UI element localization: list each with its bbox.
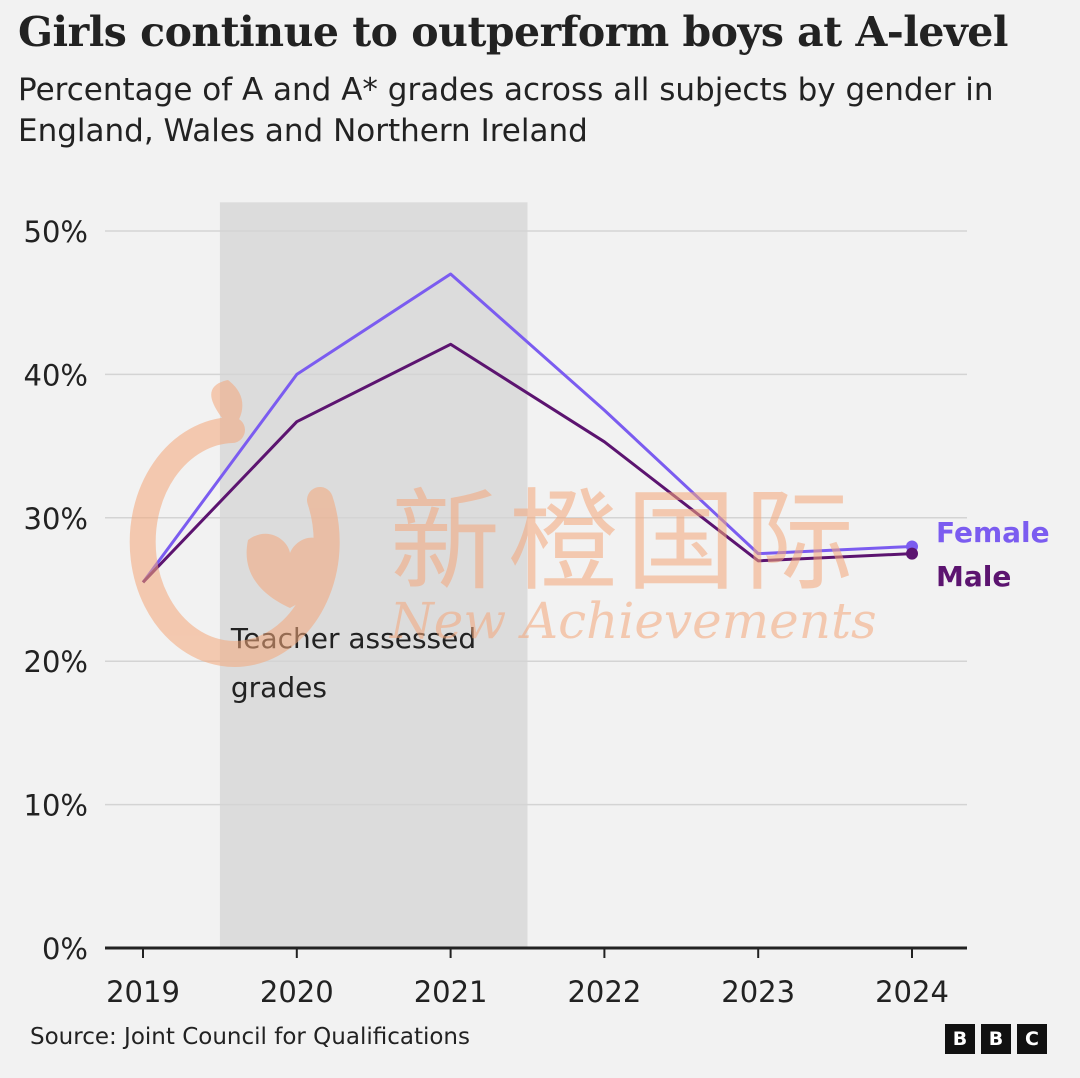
y-tick-label: 20% [24, 645, 88, 679]
female-legend-label: Female [936, 516, 1050, 549]
male-legend-label: Male [936, 560, 1011, 593]
watermark-logo-heart [246, 533, 331, 608]
female-line [141, 272, 913, 584]
watermark-logo-leaf [211, 380, 243, 430]
male-line [141, 342, 913, 584]
x-tick-label: 2019 [106, 975, 180, 1009]
x-tick-label: 2024 [875, 975, 949, 1009]
y-tick-label: 0% [42, 932, 88, 966]
x-tick-label: 2020 [260, 975, 334, 1009]
bbc-logo-letter: B [945, 1024, 975, 1054]
source-note: Source: Joint Council for Qualifications [30, 1024, 470, 1050]
chart-title: Girls continue to outperform boys at A-l… [18, 8, 1008, 56]
bbc-logo-letter: B [981, 1024, 1011, 1054]
male-end-point [906, 547, 918, 560]
x-tick-label: 2022 [567, 975, 641, 1009]
y-tick-label: 10% [24, 789, 88, 823]
x-tick-label: 2021 [414, 975, 488, 1009]
y-tick-label: 50% [24, 215, 88, 249]
x-tick-label: 2023 [721, 975, 795, 1009]
watermark-chinese-text: 新橙国际 [390, 478, 862, 606]
watermark-logo-ring [129, 417, 340, 667]
bbc-logo: B B C [945, 1024, 1047, 1054]
y-tick-label: 30% [24, 502, 88, 536]
y-tick-label: 40% [24, 358, 88, 392]
watermark-english-text: New Achievements [389, 592, 877, 650]
chart-subtitle: Percentage of A and A* grades across all… [18, 72, 994, 149]
annotation-label: grades [231, 671, 327, 704]
bbc-logo-letter: C [1017, 1024, 1047, 1054]
